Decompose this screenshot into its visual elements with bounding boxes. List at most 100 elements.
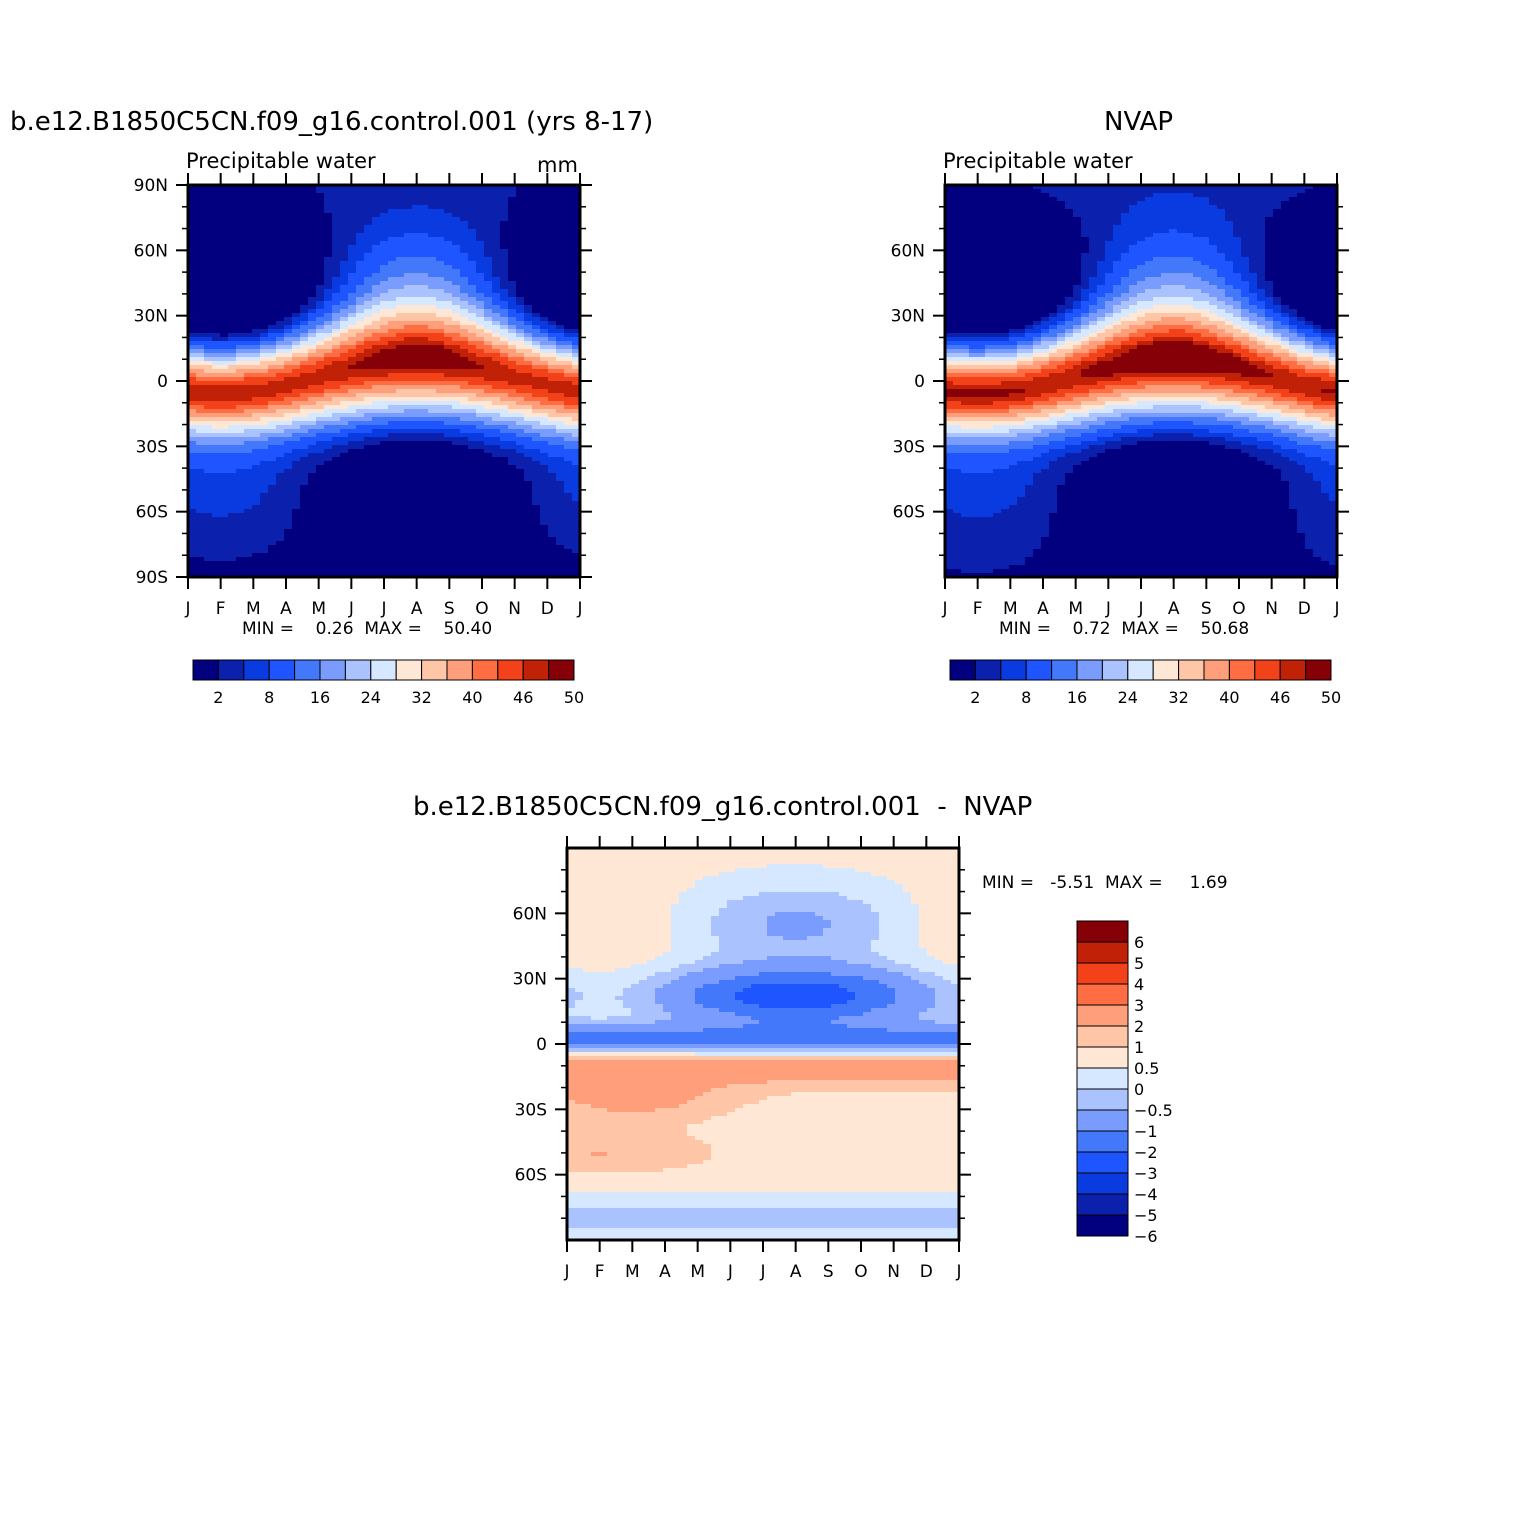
model-cell: [356, 285, 365, 290]
model-cell: [236, 329, 245, 334]
model-cell: [244, 461, 253, 466]
model-cell: [348, 377, 357, 382]
model-cell: [524, 545, 533, 550]
model-cell: [300, 413, 309, 418]
model-cell: [468, 537, 477, 542]
model-cell: [268, 217, 277, 222]
model-cell: [244, 557, 253, 562]
model-cell: [236, 321, 245, 326]
model-cell: [556, 413, 565, 418]
model-cell: [548, 481, 557, 486]
model-cell: [404, 421, 413, 426]
model-cell: [532, 537, 541, 542]
model-cell: [228, 433, 237, 438]
model-cell: [308, 501, 317, 506]
model-cell: [476, 193, 485, 198]
model-cell: [252, 213, 261, 218]
model-cell: [460, 529, 469, 534]
model-cell: [380, 469, 389, 474]
model-cell: [268, 353, 277, 358]
model-cell: [436, 337, 445, 342]
model-cell: [444, 429, 453, 434]
model-cell: [340, 221, 349, 226]
model-cell: [220, 501, 229, 506]
model-cell: [548, 217, 557, 222]
model-cell: [212, 405, 221, 410]
model-cell: [564, 569, 573, 574]
model-cell: [300, 513, 309, 518]
model-cell: [412, 249, 421, 254]
model-cell: [436, 565, 445, 570]
model-cell: [444, 221, 453, 226]
model-cell: [420, 441, 429, 446]
model-cell: [300, 293, 309, 298]
model-cell: [284, 517, 293, 522]
model-cell: [348, 493, 357, 498]
model-cell: [452, 433, 461, 438]
model-cell: [460, 233, 469, 238]
model-cell: [220, 489, 229, 494]
model-cell: [348, 513, 357, 518]
model-cell: [356, 205, 365, 210]
model-cell: [188, 425, 197, 430]
obs-cell: [1025, 189, 1034, 194]
model-cell: [380, 241, 389, 246]
model-cell: [412, 541, 421, 546]
model-cell: [300, 457, 309, 462]
model-cell: [292, 393, 301, 398]
model-cell: [236, 365, 245, 370]
model-cell: [532, 201, 541, 206]
model-cell: [332, 401, 341, 406]
model-cell: [572, 241, 581, 246]
model-cell: [244, 545, 253, 550]
model-cell: [324, 209, 333, 214]
model-cell: [548, 449, 557, 454]
model-cell: [188, 301, 197, 306]
model-cell: [284, 261, 293, 266]
model-cell: [468, 237, 477, 242]
model-cell: [564, 309, 573, 314]
model-cell: [500, 245, 509, 250]
model-cell: [372, 537, 381, 542]
model-cell: [284, 201, 293, 206]
model-cell: [404, 269, 413, 274]
model-cell: [252, 465, 261, 470]
model-cell: [484, 477, 493, 482]
model-cell: [204, 329, 213, 334]
model-cell: [556, 253, 565, 258]
model-cell: [556, 325, 565, 330]
model-cell: [292, 521, 301, 526]
model-cell: [444, 353, 453, 358]
model-cell: [292, 569, 301, 574]
model-cell: [252, 253, 261, 258]
model-cell: [212, 381, 221, 386]
model-cell: [332, 441, 341, 446]
model-cell: [276, 185, 285, 190]
model-cell: [452, 569, 461, 574]
model-cell: [188, 569, 197, 574]
model-cell: [284, 489, 293, 494]
model-cell: [404, 205, 413, 210]
model-cell: [260, 321, 269, 326]
model-cell: [260, 513, 269, 518]
model-cell: [540, 361, 549, 366]
model-cell: [556, 389, 565, 394]
model-cell: [228, 345, 237, 350]
model-cell: [236, 425, 245, 430]
model-cell: [340, 269, 349, 274]
model-cell: [500, 305, 509, 310]
obs-cell: [1017, 185, 1026, 190]
model-cell: [540, 493, 549, 498]
model-cell: [204, 357, 213, 362]
model-cell: [188, 317, 197, 322]
model-cell: [220, 445, 229, 450]
model-cell: [412, 261, 421, 266]
model-cell: [500, 357, 509, 362]
model-cell: [436, 537, 445, 542]
model-cell: [236, 317, 245, 322]
model-cell: [260, 253, 269, 258]
model-cell: [484, 401, 493, 406]
model-cell: [212, 569, 221, 574]
model-cell: [412, 365, 421, 370]
model-cell: [276, 465, 285, 470]
